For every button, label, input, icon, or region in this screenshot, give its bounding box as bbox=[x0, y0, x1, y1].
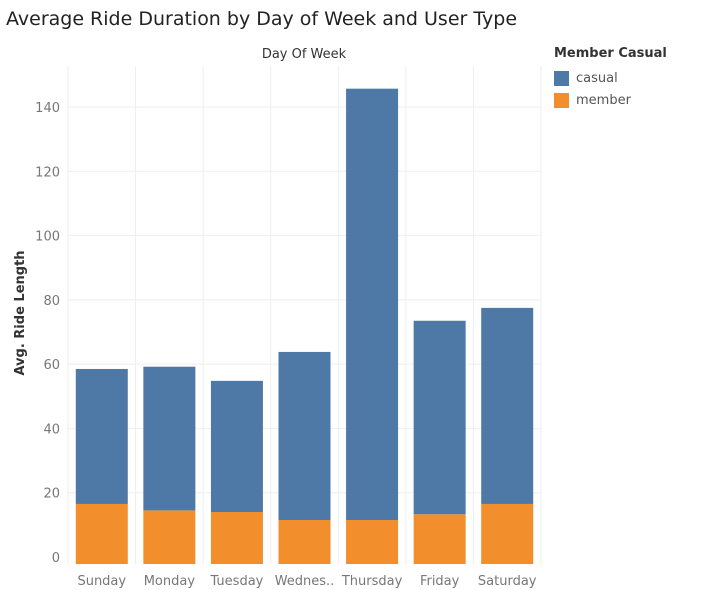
bar-casual-4[interactable] bbox=[346, 88, 399, 521]
chart-title: Average Ride Duration by Day of Week and… bbox=[6, 8, 518, 30]
legend-label-member: member bbox=[576, 92, 631, 108]
legend-item-member[interactable]: member bbox=[554, 89, 667, 111]
legend-title: Member Casual bbox=[554, 46, 667, 61]
y-tick-label: 40 bbox=[43, 422, 60, 437]
x-tick-label: Friday bbox=[420, 574, 460, 589]
x-tick-label: Monday bbox=[144, 574, 196, 589]
bar-casual-1[interactable] bbox=[143, 366, 196, 511]
bar-casual-3[interactable] bbox=[278, 351, 331, 521]
bar-member-5[interactable] bbox=[413, 514, 466, 564]
bar-member-3[interactable] bbox=[278, 520, 331, 564]
column-header: Day Of Week bbox=[262, 47, 347, 62]
y-tick-label: 60 bbox=[43, 358, 60, 373]
x-tick-label: Saturday bbox=[478, 574, 537, 589]
bar-member-6[interactable] bbox=[481, 503, 534, 564]
legend-swatch-member bbox=[554, 92, 569, 108]
legend-label-casual: casual bbox=[576, 70, 618, 86]
bar-casual-0[interactable] bbox=[75, 368, 128, 504]
bar-casual-6[interactable] bbox=[481, 307, 534, 504]
y-tick-label: 80 bbox=[43, 294, 60, 309]
legend-item-casual[interactable]: casual bbox=[554, 67, 667, 89]
x-tick-label: Thursday bbox=[341, 574, 403, 589]
x-tick-label: Wednes.. bbox=[275, 574, 335, 589]
bar-member-2[interactable] bbox=[210, 512, 263, 564]
bar-member-4[interactable] bbox=[346, 520, 399, 564]
y-tick-label: 140 bbox=[35, 101, 60, 116]
y-tick-label: 100 bbox=[35, 230, 60, 245]
bar-member-1[interactable] bbox=[143, 510, 196, 564]
y-axis-label: Avg. Ride Length bbox=[13, 250, 28, 375]
y-tick-label: 120 bbox=[35, 165, 60, 180]
y-tick-label: 0 bbox=[52, 551, 60, 566]
x-tick-label: Tuesday bbox=[209, 574, 263, 589]
legend-swatch-casual bbox=[554, 70, 569, 86]
bar-casual-5[interactable] bbox=[413, 320, 466, 515]
x-tick-label: Sunday bbox=[77, 574, 126, 589]
bar-casual-2[interactable] bbox=[210, 380, 263, 512]
y-tick-label: 20 bbox=[43, 487, 60, 502]
legend: Member Casual casual member bbox=[554, 46, 667, 111]
bar-member-0[interactable] bbox=[75, 503, 128, 564]
